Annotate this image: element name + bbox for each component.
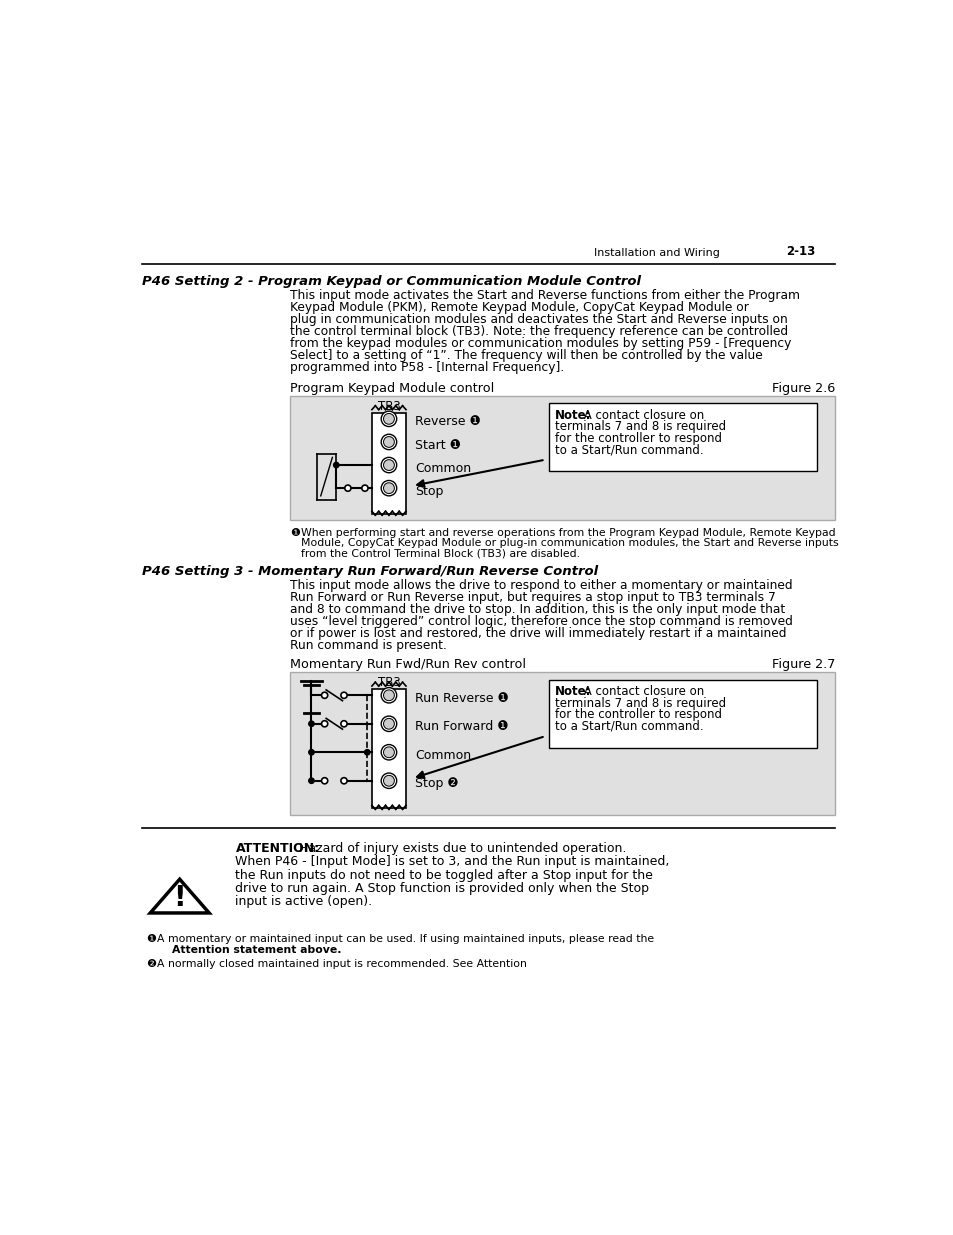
Text: Select] to a setting of “1”. The frequency will then be controlled by the value: Select] to a setting of “1”. The frequen… — [290, 348, 761, 362]
Text: Run Reverse ❶: Run Reverse ❶ — [415, 692, 509, 705]
Text: Figure 2.7: Figure 2.7 — [771, 658, 835, 672]
Circle shape — [383, 414, 394, 425]
Text: terminals 7 and 8 is required: terminals 7 and 8 is required — [555, 420, 725, 433]
FancyBboxPatch shape — [549, 680, 816, 747]
Circle shape — [340, 778, 347, 784]
Text: Start ❶: Start ❶ — [415, 438, 460, 452]
Text: This input mode activates the Start and Reverse functions from either the Progra: This input mode activates the Start and … — [290, 289, 799, 303]
Text: the control terminal block (TB3). Note: the frequency reference can be controlle: the control terminal block (TB3). Note: … — [290, 325, 787, 338]
Circle shape — [381, 457, 396, 473]
Text: 2-13: 2-13 — [785, 246, 814, 258]
Circle shape — [381, 480, 396, 496]
Text: ATTENTION:: ATTENTION: — [235, 842, 319, 856]
Circle shape — [361, 485, 368, 492]
Circle shape — [381, 688, 396, 703]
Text: A contact closure on: A contact closure on — [579, 685, 704, 698]
Text: ❶: ❶ — [290, 529, 299, 538]
Text: TB3: TB3 — [377, 676, 400, 689]
FancyBboxPatch shape — [290, 672, 835, 815]
Text: and 8 to command the drive to stop. In addition, this is the only input mode tha: and 8 to command the drive to stop. In a… — [290, 603, 784, 616]
Text: Note:: Note: — [555, 409, 591, 422]
Text: Common: Common — [415, 748, 471, 762]
Circle shape — [381, 745, 396, 760]
Circle shape — [383, 747, 394, 757]
Text: A contact closure on: A contact closure on — [579, 409, 704, 422]
FancyBboxPatch shape — [372, 689, 406, 809]
Text: Keypad Module (PKM), Remote Keypad Module, CopyCat Keypad Module or: Keypad Module (PKM), Remote Keypad Modul… — [290, 301, 748, 314]
Polygon shape — [150, 879, 209, 913]
Text: TB3: TB3 — [377, 400, 400, 412]
Text: drive to run again. A Stop function is provided only when the Stop: drive to run again. A Stop function is p… — [235, 882, 649, 894]
Circle shape — [381, 435, 396, 450]
Text: When P46 - [Input Mode] is set to 3, and the Run input is maintained,: When P46 - [Input Mode] is set to 3, and… — [235, 856, 669, 868]
Text: ❶: ❶ — [146, 934, 156, 944]
Text: plug in communication modules and deactivates the Start and Reverse inputs on: plug in communication modules and deacti… — [290, 312, 786, 326]
Text: Program Keypad Module control: Program Keypad Module control — [290, 382, 494, 395]
FancyBboxPatch shape — [549, 404, 816, 472]
Text: from the keypad modules or communication modules by setting P59 - [Frequency: from the keypad modules or communication… — [290, 337, 790, 350]
Text: Note:: Note: — [555, 685, 591, 698]
Text: uses “level triggered” control logic, therefore once the stop command is removed: uses “level triggered” control logic, th… — [290, 615, 792, 627]
Text: Hazard of injury exists due to unintended operation.: Hazard of injury exists due to unintende… — [291, 842, 626, 856]
Text: Stop: Stop — [415, 484, 443, 498]
Circle shape — [381, 411, 396, 426]
Text: Momentary Run Fwd/Run Rev control: Momentary Run Fwd/Run Rev control — [290, 658, 525, 672]
Text: for the controller to respond: for the controller to respond — [555, 709, 721, 721]
Circle shape — [334, 462, 338, 468]
Text: A normally closed maintained input is recommended. See Attention: A normally closed maintained input is re… — [157, 958, 527, 968]
Circle shape — [340, 721, 347, 727]
Circle shape — [321, 778, 328, 784]
Text: Attention statement above.: Attention statement above. — [157, 945, 341, 955]
Text: Module, CopyCat Keypad Module or plug-in communication modules, the Start and Re: Module, CopyCat Keypad Module or plug-in… — [300, 538, 838, 548]
Circle shape — [321, 692, 328, 698]
Circle shape — [309, 778, 314, 783]
Text: This input mode allows the drive to respond to either a momentary or maintained: This input mode allows the drive to resp… — [290, 579, 792, 592]
Circle shape — [383, 776, 394, 787]
Circle shape — [383, 483, 394, 494]
Text: Stop ❷: Stop ❷ — [415, 777, 458, 790]
Circle shape — [383, 436, 394, 447]
Text: terminals 7 and 8 is required: terminals 7 and 8 is required — [555, 697, 725, 710]
Text: Common: Common — [415, 462, 471, 474]
Text: When performing start and reverse operations from the Program Keypad Module, Rem: When performing start and reverse operat… — [300, 529, 834, 538]
Text: Run Forward ❶: Run Forward ❶ — [415, 720, 508, 734]
Text: !: ! — [173, 884, 186, 911]
Circle shape — [383, 459, 394, 471]
Circle shape — [381, 716, 396, 731]
Circle shape — [340, 692, 347, 698]
Text: to a Start/Run command.: to a Start/Run command. — [555, 720, 702, 732]
Text: A momentary or maintained input can be used. If using maintained inputs, please : A momentary or maintained input can be u… — [157, 934, 654, 944]
Circle shape — [309, 750, 314, 755]
Text: ❷: ❷ — [146, 958, 156, 968]
Text: from the Control Terminal Block (TB3) are disabled.: from the Control Terminal Block (TB3) ar… — [300, 548, 579, 558]
Text: input is active (open).: input is active (open). — [235, 894, 373, 908]
FancyBboxPatch shape — [290, 395, 835, 520]
Circle shape — [381, 773, 396, 788]
Text: for the controller to respond: for the controller to respond — [555, 432, 721, 445]
Text: Run Forward or Run Reverse input, but requires a stop input to TB3 terminals 7: Run Forward or Run Reverse input, but re… — [290, 592, 775, 604]
Circle shape — [309, 721, 314, 726]
Text: P46 Setting 2 - Program Keypad or Communication Module Control: P46 Setting 2 - Program Keypad or Commun… — [142, 275, 640, 288]
Circle shape — [344, 485, 351, 492]
Text: or if power is lost and restored, the drive will immediately restart if a mainta: or if power is lost and restored, the dr… — [290, 626, 785, 640]
Text: Run command is present.: Run command is present. — [290, 638, 446, 652]
Text: Reverse ❶: Reverse ❶ — [415, 415, 480, 429]
Circle shape — [364, 750, 370, 755]
Text: programmed into P58 - [Internal Frequency].: programmed into P58 - [Internal Frequenc… — [290, 361, 563, 374]
Text: to a Start/Run command.: to a Start/Run command. — [555, 443, 702, 457]
Circle shape — [383, 719, 394, 729]
Circle shape — [383, 690, 394, 700]
Text: Figure 2.6: Figure 2.6 — [771, 382, 835, 395]
Text: P46 Setting 3 - Momentary Run Forward/Run Reverse Control: P46 Setting 3 - Momentary Run Forward/Ru… — [142, 566, 598, 578]
Circle shape — [321, 721, 328, 727]
Text: Installation and Wiring: Installation and Wiring — [593, 248, 719, 258]
Text: the Run inputs do not need to be toggled after a Stop input for the: the Run inputs do not need to be toggled… — [235, 868, 653, 882]
FancyBboxPatch shape — [372, 412, 406, 514]
